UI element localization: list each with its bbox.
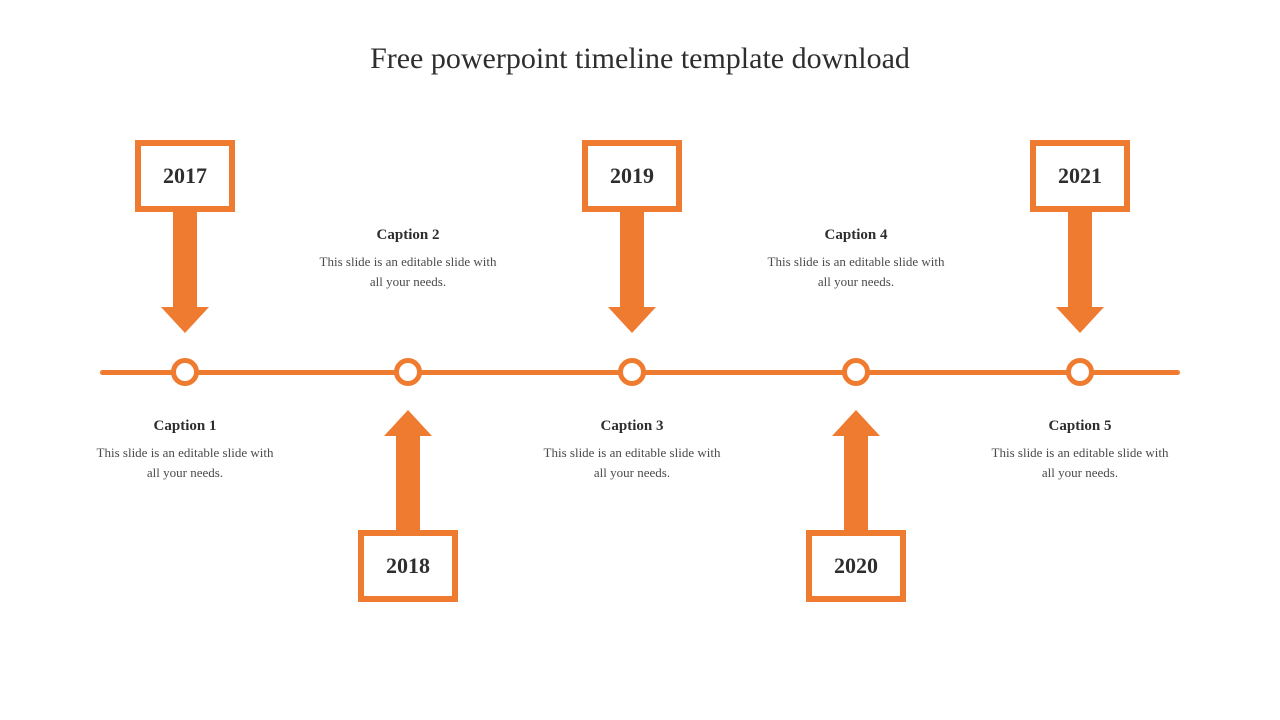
year-label: 2021 [1058, 163, 1102, 189]
caption-title: Caption 4 [761, 227, 951, 244]
caption-text: This slide is an editable slide with all… [537, 443, 727, 482]
caption-block: Caption 4 This slide is an editable slid… [761, 227, 951, 291]
year-box: 2018 [358, 530, 458, 602]
year-label: 2018 [386, 553, 430, 579]
year-box: 2019 [582, 140, 682, 212]
caption-title: Caption 5 [985, 418, 1175, 435]
caption-block: Caption 2 This slide is an editable slid… [313, 227, 503, 291]
timeline-diagram: 2017 Caption 1 This slide is an editable… [0, 0, 1280, 720]
year-box: 2021 [1030, 140, 1130, 212]
caption-text: This slide is an editable slide with all… [313, 252, 503, 291]
caption-title: Caption 2 [313, 227, 503, 244]
arrow-up-icon [832, 410, 880, 531]
arrow-down-icon [1056, 212, 1104, 333]
arrow-up-icon [384, 410, 432, 531]
year-box: 2020 [806, 530, 906, 602]
caption-title: Caption 3 [537, 418, 727, 435]
arrow-down-icon [608, 212, 656, 333]
year-box: 2017 [135, 140, 235, 212]
arrow-down-icon [161, 212, 209, 333]
timeline-node [1066, 358, 1094, 386]
year-label: 2017 [163, 163, 207, 189]
timeline-node [394, 358, 422, 386]
year-label: 2020 [834, 553, 878, 579]
caption-block: Caption 5 This slide is an editable slid… [985, 418, 1175, 482]
caption-block: Caption 3 This slide is an editable slid… [537, 418, 727, 482]
caption-text: This slide is an editable slide with all… [90, 443, 280, 482]
caption-text: This slide is an editable slide with all… [761, 252, 951, 291]
caption-text: This slide is an editable slide with all… [985, 443, 1175, 482]
timeline-node [171, 358, 199, 386]
timeline-node [618, 358, 646, 386]
timeline-node [842, 358, 870, 386]
caption-block: Caption 1 This slide is an editable slid… [90, 418, 280, 482]
caption-title: Caption 1 [90, 418, 280, 435]
year-label: 2019 [610, 163, 654, 189]
